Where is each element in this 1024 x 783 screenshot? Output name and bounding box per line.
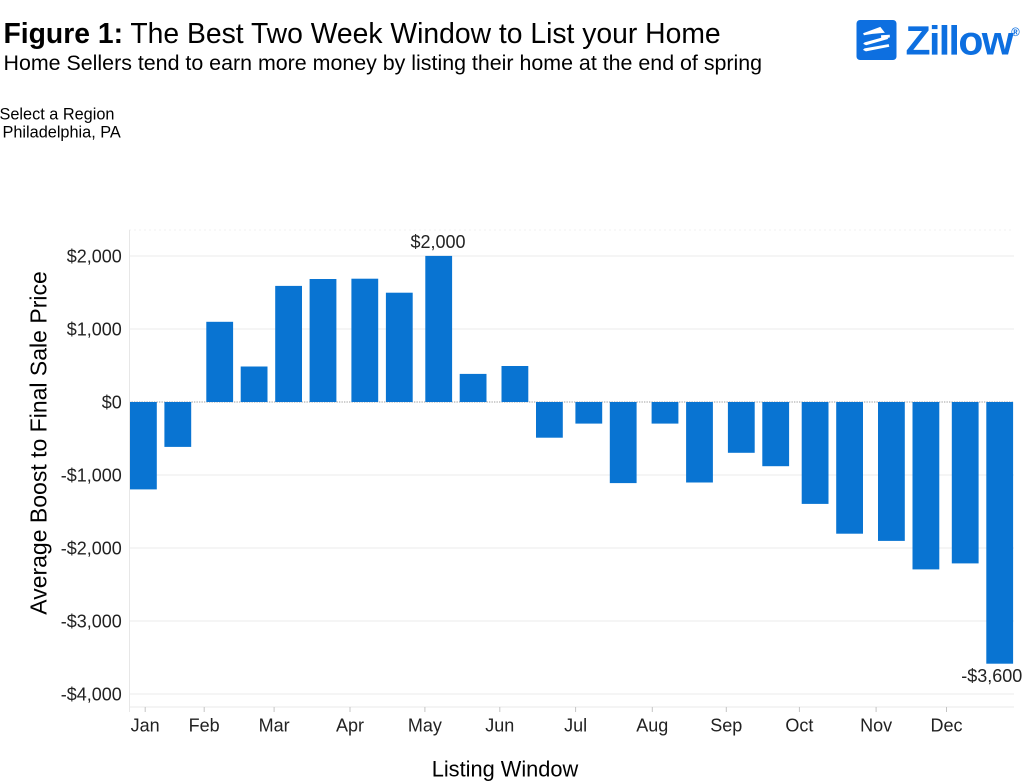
svg-text:Jul: Jul — [564, 715, 587, 735]
svg-text:-$4,000: -$4,000 — [61, 684, 122, 704]
svg-text:Nov: Nov — [860, 715, 892, 735]
svg-text:-$3,600: -$3,600 — [961, 666, 1022, 686]
svg-text:Oct: Oct — [785, 715, 813, 735]
svg-text:$2,000: $2,000 — [410, 232, 465, 252]
svg-text:Apr: Apr — [336, 715, 364, 735]
svg-text:Jan: Jan — [131, 715, 160, 735]
svg-text:Philadelphia, PA: Philadelphia, PA — [3, 123, 121, 141]
svg-text:Home Sellers tend to earn more: Home Sellers tend to earn more money by … — [4, 51, 763, 75]
svg-text:Mar: Mar — [259, 715, 290, 735]
svg-text:$2,000: $2,000 — [67, 246, 122, 266]
svg-text:$0: $0 — [102, 392, 122, 412]
svg-text:-$3,000: -$3,000 — [61, 611, 122, 631]
svg-text:$1,000: $1,000 — [67, 319, 122, 339]
svg-text:Listing Window: Listing Window — [432, 756, 579, 781]
svg-text:Dec: Dec — [930, 715, 962, 735]
svg-text:Jun: Jun — [485, 715, 514, 735]
svg-text:May: May — [408, 715, 442, 735]
svg-text:Zillow: Zillow — [906, 18, 1014, 64]
svg-text:®: ® — [1011, 27, 1020, 39]
svg-text:-$1,000: -$1,000 — [61, 465, 122, 485]
svg-text:Select a Region: Select a Region — [0, 106, 114, 124]
svg-text:Feb: Feb — [189, 715, 220, 735]
svg-text:Aug: Aug — [636, 715, 668, 735]
svg-text:Sep: Sep — [710, 715, 742, 735]
svg-text:Average Boost to Final Sale Pr: Average Boost to Final Sale Price — [26, 271, 52, 614]
svg-text:-$2,000: -$2,000 — [61, 538, 122, 558]
svg-text:Figure 1: The Best Two Week Wi: Figure 1: The Best Two Week Window to Li… — [4, 17, 721, 49]
